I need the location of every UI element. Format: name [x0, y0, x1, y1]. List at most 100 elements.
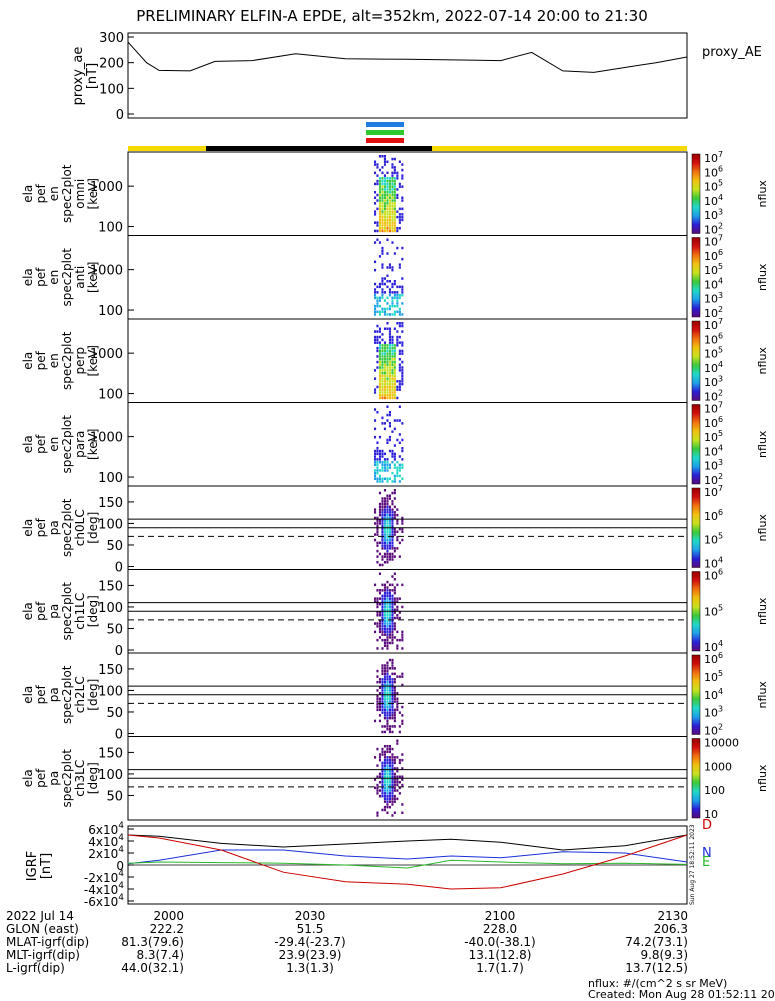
flux-cell: [391, 519, 394, 522]
flux-cell: [391, 299, 394, 302]
flux-cell: [386, 775, 389, 778]
flux-cell: [388, 327, 391, 330]
flux-cell: [388, 667, 391, 670]
flux-cell: [386, 611, 389, 614]
flux-cell: [378, 491, 381, 495]
flux-cell: [381, 602, 384, 606]
colorbar-tick-label: 105: [704, 429, 723, 444]
flux-cell: [386, 672, 389, 676]
flux-cell: [388, 307, 391, 311]
flux-cell: [378, 622, 381, 625]
flux-cell: [374, 756, 377, 759]
flux-cell: [388, 193, 391, 197]
flux-cell: [381, 638, 384, 642]
flux-cell: [393, 692, 396, 695]
flux-cell: [376, 541, 379, 545]
flux-cell: [383, 500, 386, 503]
flux-cell: [388, 177, 391, 180]
flux-cell: [388, 772, 391, 776]
flux-cell: [388, 797, 391, 801]
flux-cell: [376, 783, 379, 787]
flux-cell: [401, 291, 404, 294]
flux-cell: [376, 638, 379, 642]
flux-cell: [396, 536, 399, 539]
flux-cell: [388, 783, 391, 787]
flux-cell: [383, 552, 386, 556]
flux-cell: [396, 229, 399, 233]
flux-cell: [378, 502, 381, 506]
flux-cell: [383, 538, 386, 542]
flux-cell: [398, 207, 401, 211]
flux-cell: [376, 614, 379, 617]
flux-unit-note: nflux: #/(cm^2 s sr MeV): [588, 977, 728, 990]
igrf-tick-label: 6x104: [88, 821, 124, 837]
flux-cell: [388, 227, 391, 230]
flux-cell: [381, 508, 384, 511]
flux-cell: [383, 452, 386, 456]
flux-cell: [398, 775, 401, 778]
colorbar-tick-label: 106: [704, 164, 723, 179]
flux-cell: [401, 638, 404, 642]
flux-cell: [374, 469, 377, 472]
flux-cell: [398, 322, 401, 325]
flux-cell: [391, 747, 394, 751]
flux-cell: [396, 705, 399, 709]
flux-cell: [381, 627, 384, 631]
flux-cell: [398, 335, 401, 339]
flux-cell: [393, 455, 396, 458]
flux-cell: [386, 377, 389, 380]
flux-cell: [381, 215, 384, 219]
flux-cell: [378, 285, 381, 289]
flux-cell: [393, 463, 396, 467]
igrf-legend-E: E: [702, 855, 710, 870]
flux-cell: [391, 196, 394, 199]
flux-cell: [386, 714, 389, 717]
flux-cell: [391, 380, 394, 383]
flux-cell: [388, 725, 391, 728]
flux-cell: [398, 266, 401, 269]
colorbar: [691, 320, 701, 401]
flux-cell: [388, 622, 391, 625]
flux-cell: [391, 188, 394, 191]
flux-cell: [391, 708, 394, 712]
flux-cell: [381, 519, 384, 522]
flux-cell: [391, 616, 394, 620]
flux-cell: [391, 658, 394, 662]
flux-cell: [393, 327, 396, 330]
colorbar: [691, 153, 701, 234]
flux-cell: [398, 758, 401, 762]
flux-cell: [381, 296, 384, 300]
flux-cell: [381, 191, 384, 194]
flux-cell: [391, 694, 394, 698]
flux-cell: [393, 694, 396, 698]
flux-cell: [383, 360, 386, 364]
flux-cell: [381, 455, 384, 458]
flux-cell: [393, 786, 396, 790]
flux-cell: [381, 188, 384, 191]
flux-cell: [401, 803, 404, 806]
flux-cell: [383, 608, 386, 611]
flux-cell: [396, 530, 399, 533]
flux-cell: [396, 380, 399, 383]
flux-cell: [381, 391, 384, 394]
flux-cell: [378, 363, 381, 366]
flux-cell: [378, 213, 381, 216]
flux-cell: [386, 800, 389, 803]
flux-cell: [391, 285, 394, 289]
flux-cell: [383, 363, 386, 366]
flux-cell: [388, 756, 391, 759]
flux-cell: [391, 202, 394, 205]
flux-cell: [376, 221, 379, 224]
flux-cell: [391, 716, 394, 720]
flux-cell: [383, 797, 386, 801]
colorbar: [691, 738, 701, 819]
flux-cell: [388, 360, 391, 364]
flux-cell: [383, 291, 386, 294]
flux-cell: [386, 522, 389, 525]
flux-cell: [388, 435, 391, 439]
flux-cell: [388, 371, 391, 375]
flux-cell: [398, 616, 401, 620]
flux-cell: [374, 460, 377, 464]
flux-cell: [388, 374, 391, 378]
flux-cell: [383, 544, 386, 547]
